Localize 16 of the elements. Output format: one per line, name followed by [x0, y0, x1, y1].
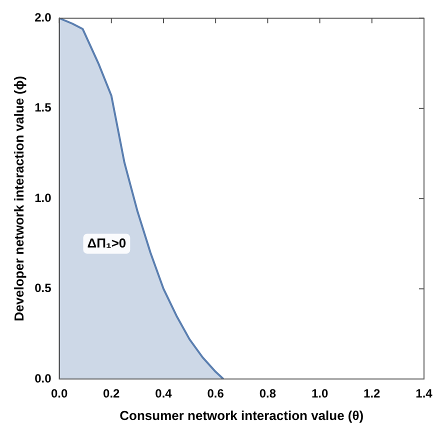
y-tick-label: 0.5: [34, 281, 52, 296]
y-tick-label: 1.5: [34, 100, 52, 115]
y-tick-label: 2.0: [34, 10, 52, 25]
x-tick-label: 1.0: [311, 386, 328, 401]
x-tick-label: 0.6: [207, 386, 224, 401]
x-tick-label: 0.0: [50, 386, 68, 401]
x-axis-title: Consumer network interaction value (θ): [120, 408, 364, 423]
y-tick-label: 0.0: [34, 371, 52, 386]
y-axis-title: Developer network interaction value (ϕ): [11, 76, 26, 322]
x-tick-label: 0.4: [155, 386, 172, 401]
x-tick-label: 0.8: [259, 386, 276, 401]
x-tick-label: 0.2: [103, 386, 120, 401]
x-tick-label: 1.4: [416, 386, 433, 401]
annotation: ΔΠ₁>0: [87, 235, 126, 250]
x-tick-label: 1.2: [364, 386, 381, 401]
y-tick-label: 1.0: [34, 190, 52, 205]
